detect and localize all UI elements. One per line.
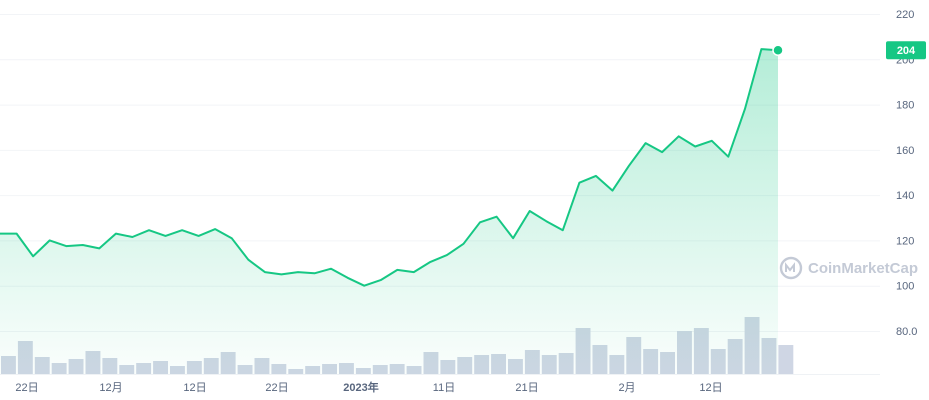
y-tick-label: 120 — [896, 235, 914, 247]
last-value-badge-bg — [886, 41, 926, 60]
watermark: CoinMarketCap — [779, 256, 918, 280]
x-tick-label: 12月 — [99, 382, 122, 394]
y-tick-label: 100 — [896, 281, 914, 293]
y-tick-label: 140 — [896, 190, 914, 202]
x-tick-label: 2月 — [618, 382, 635, 394]
y-tick-label: 80.0 — [896, 326, 917, 338]
last-price-dot[interactable] — [772, 44, 784, 56]
volume-bar — [778, 345, 794, 374]
price-line — [0, 48, 779, 287]
x-axis: 22日 12月 12日 22日 2023年 11日 21日 2月 12日 — [15, 380, 722, 394]
coinmarketcap-logo-icon — [779, 256, 803, 280]
x-tick-label: 22日 — [15, 382, 38, 394]
x-tick-label: 21日 — [515, 382, 538, 394]
y-tick-label: 160 — [896, 145, 914, 157]
x-tick-label: 12日 — [699, 382, 722, 394]
x-tick-label: 11日 — [433, 382, 455, 394]
x-tick-label: 12日 — [183, 382, 206, 394]
last-value-badge: 204 — [886, 41, 926, 60]
x-tick-label: 2023年 — [343, 380, 378, 394]
price-area — [0, 49, 778, 374]
watermark-text: CoinMarketCap — [808, 260, 918, 277]
x-tick-label: 22日 — [265, 382, 288, 394]
last-value-label: 204 — [897, 45, 916, 57]
y-tick-label: 220 — [896, 9, 914, 21]
y-tick-label: 180 — [896, 100, 914, 112]
